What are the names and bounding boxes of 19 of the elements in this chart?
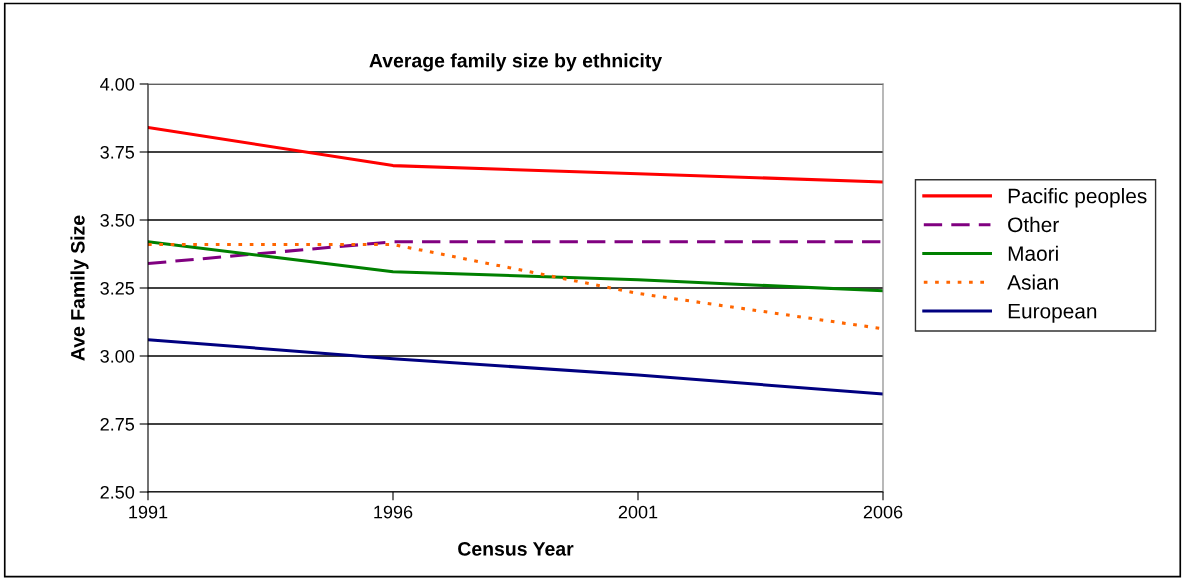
y-tick-label: 3.25 — [100, 281, 135, 295]
x-axis-title: Census Year — [458, 541, 574, 556]
x-tick-label: 2006 — [863, 505, 903, 519]
legend-label: European — [1008, 304, 1097, 323]
legend-label: Other — [1008, 216, 1059, 233]
y-tick-label: 3.75 — [100, 145, 135, 159]
y-tick-label: 2.75 — [100, 417, 135, 431]
legend-label: Asian — [1007, 274, 1058, 290]
x-tick-label: 1991 — [129, 505, 168, 519]
legend-label: Pacific peoples — [1008, 188, 1147, 208]
chart-title: Average family size by ethnicity — [369, 53, 663, 72]
x-tick-label: 1996 — [374, 505, 413, 519]
y-tick-label: 3.50 — [100, 213, 135, 227]
legend-label: Maori — [1008, 245, 1058, 261]
y-tick-label: 3.00 — [100, 349, 135, 363]
x-tick-label: 2001 — [618, 505, 658, 519]
y-tick-label: 4.00 — [100, 77, 135, 91]
y-axis-title: Ave Family Size — [70, 215, 89, 361]
y-tick-label: 2.50 — [100, 485, 135, 499]
